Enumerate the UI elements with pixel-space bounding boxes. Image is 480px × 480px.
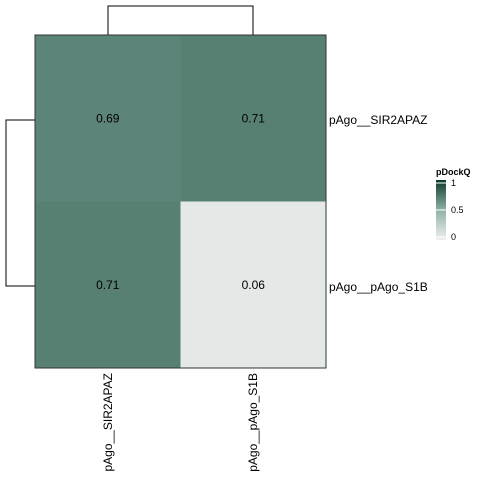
row-dendrogram [5,119,35,287]
legend-tick-label: 0 [451,232,456,242]
row-dendrogram-branch [5,119,35,287]
color-legend: pDockQ 1 0.5 0 [436,167,471,242]
column-dendrogram [107,5,254,35]
legend-tick-label: 1 [451,178,456,188]
heatmap-cell [180,201,326,368]
heatmap-cell-label: 0.71 [242,111,266,125]
column-dendrogram-branch [107,5,254,35]
heatmap-cell-label: 0.69 [96,111,120,125]
column-labels: pAgo__SIR2APAZ pAgo__pAgo_S1B [101,373,260,472]
row-label: pAgo__SIR2APAZ [329,113,428,127]
heatmap-cell-label: 0.06 [242,278,266,292]
heatmap-cell [180,35,326,202]
heatmap-cells: 0.69 0.71 0.71 0.06 [35,35,326,368]
heatmap-cell [35,35,181,202]
row-labels: pAgo__SIR2APAZ pAgo__pAgo_S1B [329,113,428,294]
column-label: pAgo__SIR2APAZ [101,373,115,472]
column-label: pAgo__pAgo_S1B [246,373,260,472]
heatmap-cell [35,201,181,368]
legend-title: pDockQ [436,167,471,177]
heatmap-border [34,34,327,369]
heatmap-cell-label: 0.71 [96,278,120,292]
legend-tick-label: 0.5 [451,205,464,215]
row-label: pAgo__pAgo_S1B [329,280,428,294]
